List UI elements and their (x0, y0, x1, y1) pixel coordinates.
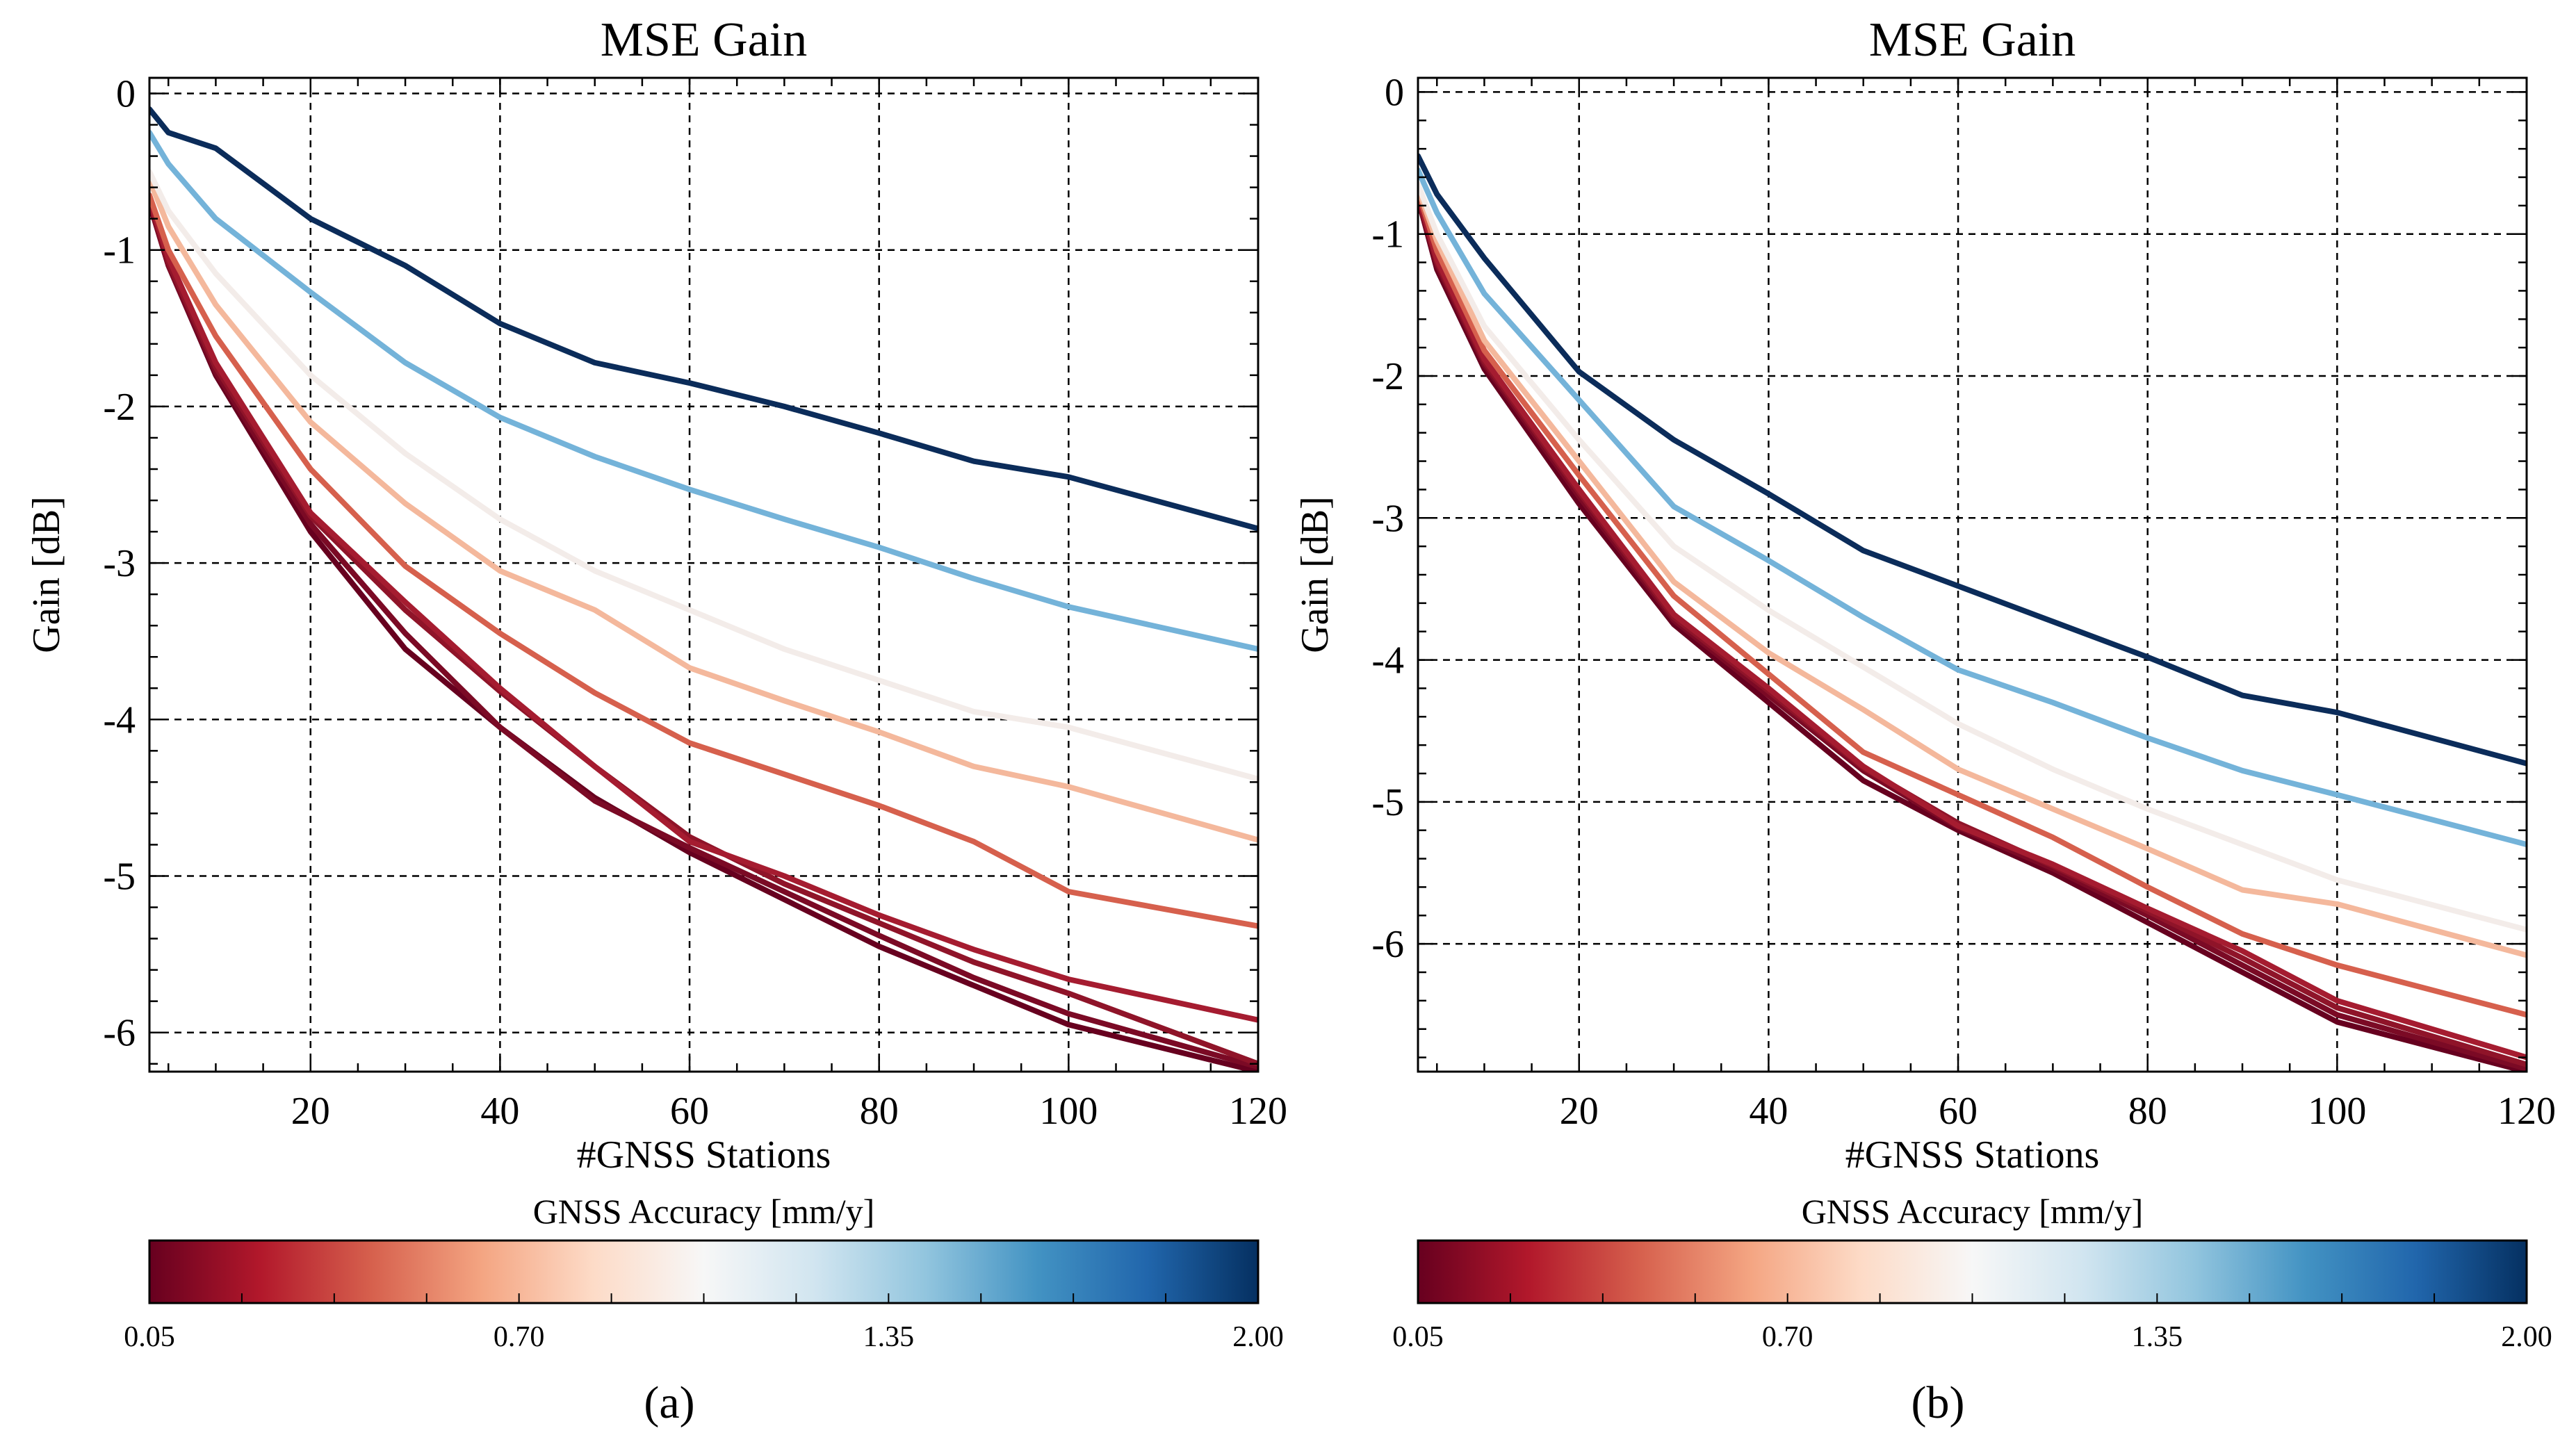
x-tick-label: 20 (291, 1090, 330, 1133)
y-tick-label: -6 (103, 1012, 136, 1055)
x-axis-label: #GNSS Stations (1845, 1133, 2100, 1177)
y-tick-label: -3 (1371, 497, 1404, 540)
y-tick-label: 0 (1385, 71, 1404, 114)
series-line-0.25 (149, 195, 1258, 1023)
x-tick-label: 40 (1749, 1090, 1788, 1133)
colorbar (148, 1239, 1260, 1304)
series-line-1.35 (1418, 167, 2527, 848)
x-tick-label: 80 (860, 1090, 899, 1133)
y-tick-label: -2 (1371, 355, 1404, 398)
y-axis-label: Gain [dB] (1294, 496, 1337, 653)
x-tick-label: 120 (1229, 1090, 1287, 1133)
series-line-0.10 (1418, 195, 2527, 1072)
tick-marks (149, 78, 1258, 1072)
colorbar-tick-label: 0.05 (1392, 1321, 1444, 1353)
y-tick-label: -4 (103, 698, 136, 742)
series-line-0.15 (1418, 193, 2527, 1067)
colorbar-title: GNSS Accuracy [mm/y] (1802, 1192, 2144, 1231)
grid (1418, 78, 2527, 1072)
chart-title: MSE Gain (601, 13, 808, 67)
x-tick-label: 20 (1560, 1090, 1599, 1133)
y-tick-label: -5 (1371, 781, 1404, 824)
series-line-2.00 (149, 106, 1258, 532)
series-group (1418, 153, 2527, 1072)
chart-panel-b: MSE Gain 20 40 60 80 100 120 0 -1 -2 -3 -4 -5 -6 #GNSS… (1294, 13, 2556, 1428)
colorbar-tick-label: 2.00 (1232, 1321, 1284, 1353)
y-tick-label: 0 (116, 73, 136, 116)
series-line-0.70 (1418, 186, 2527, 958)
panel-caption: (b) (1911, 1377, 1965, 1428)
colorbar-tick-label: 1.35 (2132, 1321, 2183, 1353)
series-line-0.05 (1418, 195, 2527, 1072)
series-line-0.15 (149, 197, 1258, 1067)
colorbar-title: GNSS Accuracy [mm/y] (533, 1192, 875, 1231)
series-group (149, 106, 1258, 1072)
series-line-0.45 (149, 192, 1258, 929)
tick-marks (1418, 78, 2527, 1072)
colorbar-tick-label: 1.35 (863, 1321, 915, 1353)
panel-caption: (a) (644, 1377, 694, 1428)
chart-panel-a: MSE Gain 20 40 60 80 100 120 0 -1 -2 -3 -4 -5 -6 #GNSS… (25, 13, 1287, 1428)
series-line-0.25 (1418, 191, 2527, 1061)
x-tick-label: 40 (480, 1090, 519, 1133)
axes-frame (148, 76, 1260, 1073)
series-line-1.00 (1418, 181, 2527, 933)
colorbar-tick-label: 2.00 (2501, 1321, 2552, 1353)
colorbar (1417, 1239, 2528, 1304)
x-tick-label: 60 (1939, 1090, 1978, 1133)
series-line-0.45 (1418, 188, 2527, 1018)
colorbar-tick-label: 0.70 (1762, 1321, 1813, 1353)
colorbar-tick-label: 0.70 (494, 1321, 545, 1353)
y-tick-label: -1 (103, 229, 136, 272)
series-line-1.00 (149, 169, 1258, 782)
y-tick-label: -2 (103, 386, 136, 429)
series-line-0.70 (149, 177, 1258, 843)
series-line-0.05 (149, 200, 1258, 1072)
y-tick-label: -5 (103, 856, 136, 899)
chart-title: MSE Gain (1869, 13, 2076, 67)
x-tick-label: 100 (2308, 1090, 2366, 1133)
y-tick-label: -6 (1371, 923, 1404, 966)
series-line-1.35 (149, 129, 1258, 652)
x-tick-label: 120 (2497, 1090, 2556, 1133)
series-line-2.00 (1418, 153, 2527, 767)
x-tick-label: 100 (1039, 1090, 1098, 1133)
y-tick-label: -3 (103, 542, 136, 585)
y-tick-label: -4 (1371, 639, 1404, 682)
colorbar-tick-label: 0.05 (124, 1321, 175, 1353)
x-tick-label: 80 (2128, 1090, 2167, 1133)
x-tick-label: 60 (670, 1090, 709, 1133)
axes-frame (1417, 76, 2528, 1073)
grid (149, 78, 1258, 1072)
series-line-0.10 (149, 200, 1258, 1070)
x-axis-label: #GNSS Stations (577, 1133, 831, 1177)
y-tick-label: -1 (1371, 213, 1404, 256)
y-axis-label: Gain [dB] (25, 496, 68, 653)
